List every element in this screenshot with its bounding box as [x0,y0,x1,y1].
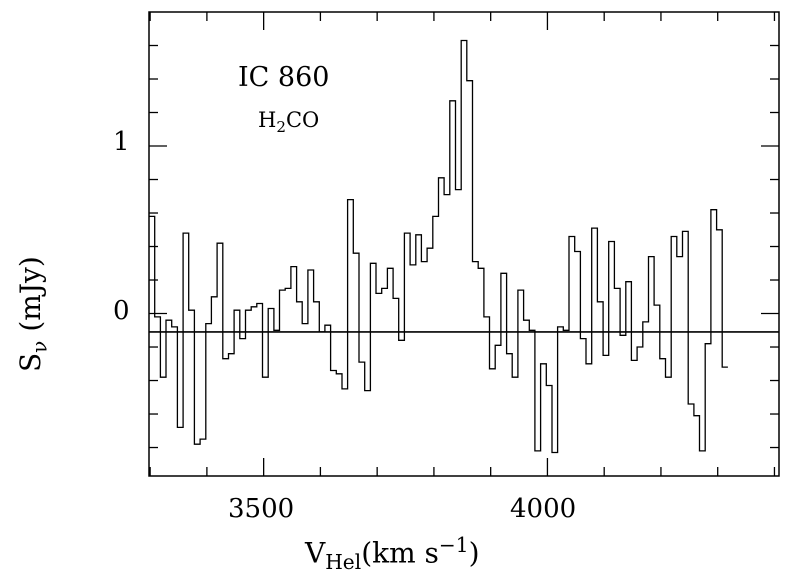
molecule-co: CO [285,108,320,132]
x-axis-label: VHel(km s−1) [305,533,480,574]
y-axis-units: (mJy) [14,256,47,341]
y-axis-subscript: ν [27,340,52,353]
x-axis-units-end: ) [468,536,480,570]
y-axis-label: Sν (mJy) [14,256,52,372]
axis-ticks [149,12,779,476]
ytick-label-1: 1 [113,127,130,157]
spectrum-step-line [149,39,728,454]
object-name-annotation: IC 860 [238,62,330,93]
plot-frame [148,11,780,477]
ytick-label-0: 0 [113,296,130,326]
xtick-label-4000: 4000 [510,494,577,524]
y-axis-symbol: S [14,352,47,372]
molecule-h: H [258,108,277,132]
xtick-label-3500: 3500 [228,494,295,524]
x-axis-units-exponent: −1 [438,533,469,557]
molecule-subscript: 2 [276,118,286,137]
x-axis-symbol: V [305,536,326,570]
molecule-annotation: H2CO [258,108,319,136]
x-axis-units-start: (km s [361,536,439,570]
x-axis-subscript: Hel [325,549,362,574]
